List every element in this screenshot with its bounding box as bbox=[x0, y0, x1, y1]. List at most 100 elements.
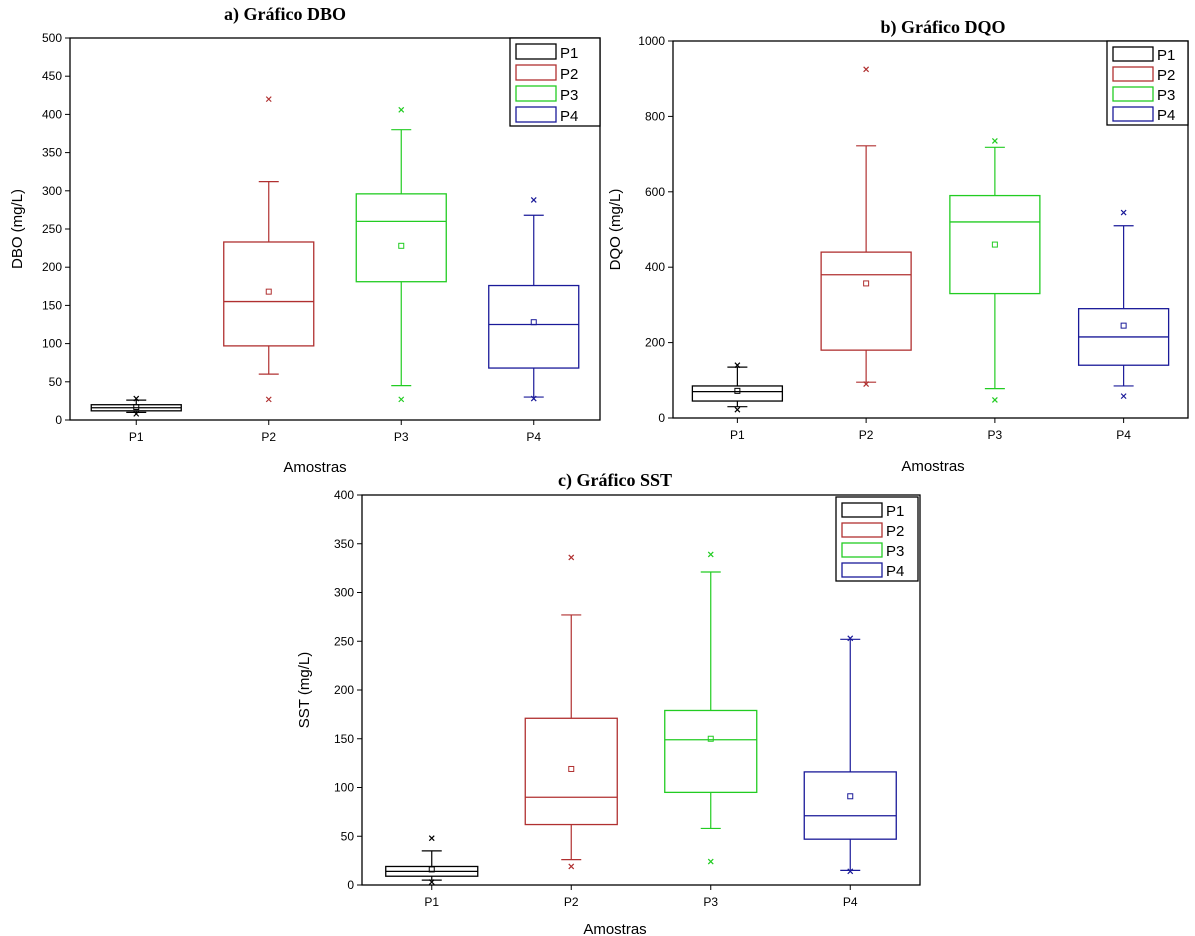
sst-legend-label-p1: P1 bbox=[886, 503, 904, 520]
sst-legend-swatch-p2 bbox=[841, 522, 883, 538]
sst-y-axis-label: SST (mg/L) bbox=[296, 652, 313, 728]
mean-marker bbox=[1120, 322, 1127, 329]
sst-legend-label-p3: P3 bbox=[886, 543, 904, 560]
dqo-x-tick-label: P2 bbox=[859, 428, 874, 442]
outlier-marker bbox=[707, 551, 714, 558]
dqo-y-tick-label: 0 bbox=[658, 411, 665, 425]
dbo-y-axis-label: DBO (mg/L) bbox=[9, 189, 26, 269]
dbo-box-p3 bbox=[355, 106, 447, 403]
dbo-x-tick-label: P1 bbox=[129, 430, 144, 444]
dbo-x-tick-label: P4 bbox=[526, 430, 541, 444]
dbo-y-tick-label: 150 bbox=[42, 298, 62, 312]
sst-x-tick-label: P4 bbox=[843, 895, 858, 909]
sst-legend-swatch-p3 bbox=[841, 542, 883, 558]
dbo-x-axis-label: Amostras bbox=[283, 459, 346, 476]
dbo-legend-swatch-p4 bbox=[515, 106, 557, 123]
dbo-legend-label-p3: P3 bbox=[560, 87, 578, 104]
dbo-legend-label-p1: P1 bbox=[560, 45, 578, 62]
dbo-legend-label-p4: P4 bbox=[560, 108, 578, 125]
outlier-marker bbox=[568, 554, 575, 561]
box-iqr bbox=[488, 284, 580, 369]
sst-legend-swatch-p4 bbox=[841, 562, 883, 578]
dbo-chart-panel: a) Gráfico DBO 0 50 100 150 200 250 300 350 400 45… bbox=[0, 0, 610, 480]
dqo-chart-title: b) Gráfico DQO bbox=[881, 17, 1006, 38]
dbo-legend-label-p2: P2 bbox=[560, 66, 578, 83]
outlier-marker bbox=[847, 868, 854, 875]
dbo-y-tick-label: 100 bbox=[42, 337, 62, 351]
dqo-box-p4 bbox=[1077, 209, 1170, 400]
mean-marker bbox=[398, 242, 405, 249]
box-iqr bbox=[803, 771, 897, 840]
dqo-legend-label-p4: P4 bbox=[1157, 107, 1175, 124]
sst-box-p1 bbox=[385, 835, 479, 885]
sst-x-tick-label: P2 bbox=[564, 895, 579, 909]
outlier-marker bbox=[734, 406, 741, 413]
box-iqr bbox=[524, 717, 618, 826]
dbo-y-tick-label: 450 bbox=[42, 69, 62, 83]
sst-x-tick-label: P3 bbox=[703, 895, 718, 909]
dbo-legend-swatch-p1 bbox=[515, 43, 557, 60]
sst-chart-panel: c) Gráfico SST 0 50 100 150 200 250 300 350 400 P1… bbox=[280, 470, 930, 936]
sst-chart: c) Gráfico SST 0 50 100 150 200 250 300 350 400 P1… bbox=[296, 470, 921, 936]
box-iqr bbox=[223, 241, 315, 347]
outlier-marker bbox=[133, 395, 140, 402]
outlier-marker bbox=[847, 635, 854, 642]
sst-legend bbox=[835, 496, 919, 582]
outlier-marker bbox=[991, 137, 998, 144]
dbo-y-tick-label: 300 bbox=[42, 184, 62, 198]
dbo-x-tick-label: P2 bbox=[261, 430, 276, 444]
dqo-y-axis-label: DQO (mg/L) bbox=[607, 189, 624, 271]
dbo-y-tick-label: 400 bbox=[42, 107, 62, 121]
box-iqr bbox=[664, 709, 758, 794]
mean-marker bbox=[734, 387, 741, 394]
sst-legend-label-p2: P2 bbox=[886, 523, 904, 540]
sst-y-tick-label: 150 bbox=[334, 732, 354, 746]
dqo-x-axis-label: Amostras bbox=[901, 458, 964, 475]
dqo-legend bbox=[1106, 40, 1189, 126]
dqo-chart: b) Gráfico DQO 0 200 400 600 800 1000 P1 P2 P3 P4 A… bbox=[607, 17, 1189, 475]
sst-y-tick-label: 50 bbox=[341, 829, 355, 843]
outlier-marker bbox=[1120, 393, 1127, 400]
dqo-legend-label-p2: P2 bbox=[1157, 67, 1175, 84]
outlier-marker bbox=[428, 835, 435, 842]
dbo-y-tick-label: 0 bbox=[55, 413, 62, 427]
mean-marker bbox=[428, 866, 435, 873]
box-iqr bbox=[355, 193, 447, 283]
outlier-marker bbox=[707, 858, 714, 865]
dqo-chart-panel: b) Gráfico DQO 0 200 400 600 800 1000 P1 P2 P3 P4 A… bbox=[598, 0, 1195, 480]
outlier-marker bbox=[398, 106, 405, 113]
outlier-marker bbox=[133, 410, 140, 417]
dqo-y-tick-label: 800 bbox=[645, 109, 665, 123]
mean-marker bbox=[530, 319, 537, 326]
dbo-box-p4 bbox=[488, 197, 580, 402]
dbo-y-tick-label: 500 bbox=[42, 31, 62, 45]
dqo-x-tick-label: P4 bbox=[1116, 428, 1131, 442]
dqo-x-tick-label: P3 bbox=[988, 428, 1003, 442]
sst-y-tick-label: 200 bbox=[334, 683, 354, 697]
mean-marker bbox=[991, 241, 998, 248]
sst-y-tick-label: 350 bbox=[334, 537, 354, 551]
dqo-y-tick-label: 200 bbox=[645, 336, 665, 350]
dqo-box-p1 bbox=[691, 362, 784, 413]
dqo-y-tick-label: 600 bbox=[645, 185, 665, 199]
sst-y-tick-label: 400 bbox=[334, 488, 354, 502]
dbo-x-tick-label: P3 bbox=[394, 430, 409, 444]
sst-legend-swatch-p1 bbox=[841, 502, 883, 518]
sst-chart-title: c) Gráfico SST bbox=[558, 470, 672, 491]
dqo-y-tick-label: 400 bbox=[645, 260, 665, 274]
dbo-chart: a) Gráfico DBO 0 50 100 150 200 250 300 350 400 45… bbox=[9, 4, 601, 476]
sst-y-tick-label: 250 bbox=[334, 634, 354, 648]
mean-marker bbox=[133, 404, 140, 411]
dbo-legend-swatch-p2 bbox=[515, 64, 557, 81]
dbo-y-tick-label: 50 bbox=[49, 375, 63, 389]
outlier-marker bbox=[734, 362, 741, 369]
dbo-legend-swatch-p3 bbox=[515, 85, 557, 102]
mean-marker bbox=[847, 793, 854, 800]
mean-marker bbox=[265, 288, 272, 295]
dqo-box-p2 bbox=[820, 66, 912, 387]
sst-y-tick-label: 0 bbox=[347, 878, 354, 892]
sst-x-tick-label: P1 bbox=[424, 895, 439, 909]
dqo-x-tick-label: P1 bbox=[730, 428, 745, 442]
dqo-legend-swatch-p2 bbox=[1112, 66, 1154, 82]
mean-marker bbox=[863, 280, 870, 287]
